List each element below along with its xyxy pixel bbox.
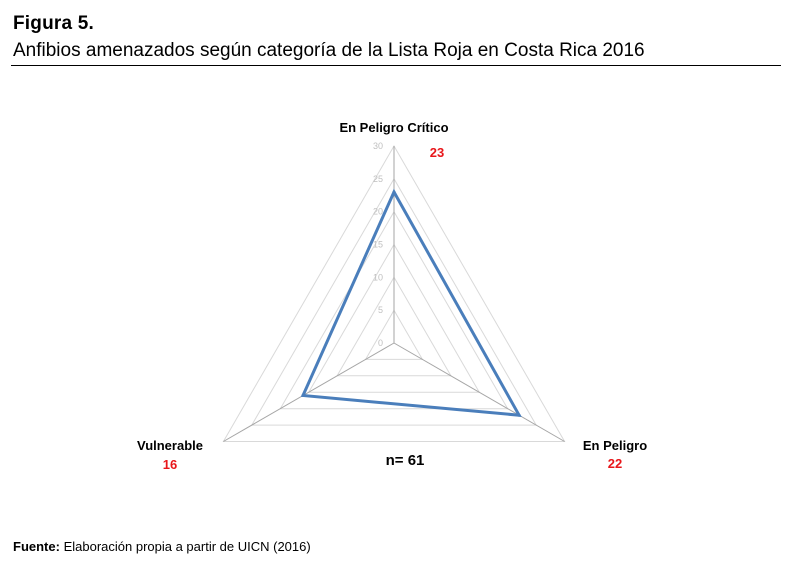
tick-label-15: 15 [373,240,383,250]
data-point-0 [392,190,396,194]
axis-line-1 [393,342,565,442]
radar-series [300,188,522,417]
grid-ring-25 [250,177,538,426]
tick-label-0: 0 [378,338,383,348]
source-text: Elaboración propia a partir de UICN (201… [59,539,311,554]
category-label-en-peligro: En Peligro [583,438,647,453]
radar-axes [223,146,565,442]
figure-label: Figura 5. [13,13,94,34]
source-note: Fuente: Elaboración propia a partir de U… [13,539,311,554]
tick-label-20: 20 [373,207,383,217]
category-label-vulnerable: Vulnerable [137,438,203,453]
title-divider [11,65,781,66]
radar-grid [222,144,566,442]
series-polygon [300,188,522,417]
tick-label-30: 30 [373,141,383,151]
grid-ring-15 [307,243,481,393]
source-label: Fuente: [13,539,60,554]
radar-tick-labels: 0 5 10 15 20 25 30 [373,141,383,348]
figure-title: Anfibios amenazados según categoría de l… [13,40,645,61]
axis-line-2 [223,342,395,442]
data-point-2 [301,394,305,397]
tick-label-10: 10 [373,272,383,282]
grid-ring-20 [279,210,509,410]
value-label-en-peligro: 22 [608,456,622,471]
value-label-vulnerable: 16 [163,457,177,472]
tick-label-25: 25 [373,174,383,184]
grid-ring-5 [364,309,424,360]
value-label-en-peligro-critico: 23 [430,145,444,160]
category-label-en-peligro-critico: En Peligro Crítico [339,120,448,135]
data-point-1 [517,413,521,417]
grid-ring-30 [222,144,566,442]
grid-ring-10 [336,276,452,377]
sample-size-annotation: n= 61 [386,452,425,469]
tick-label-5: 5 [378,305,383,315]
